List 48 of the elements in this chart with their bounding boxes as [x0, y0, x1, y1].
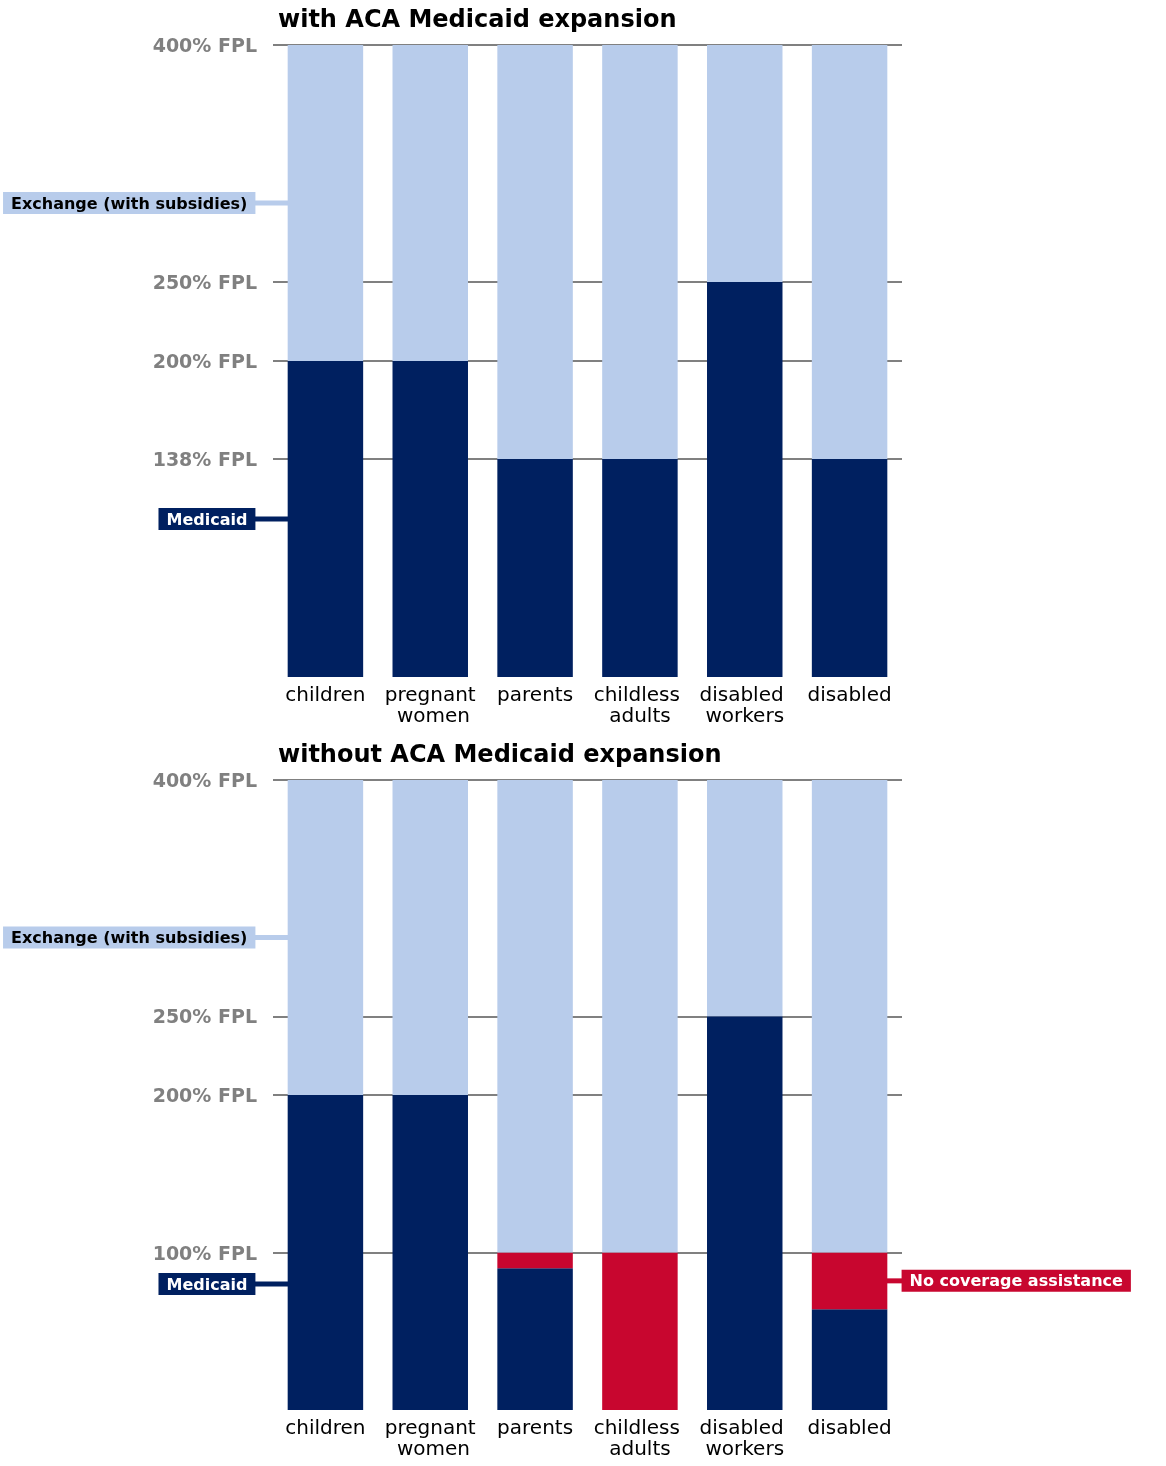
x-tick-label: childless adults: [593, 681, 687, 727]
bar: [811, 780, 888, 1253]
x-tick-label: pregnant women: [384, 1414, 476, 1460]
bar: [811, 45, 888, 459]
legend-label: Exchange (with subsidies): [11, 193, 248, 213]
y-tick-label: 250% FPL: [152, 271, 257, 293]
x-tick-label: pregnant women: [384, 681, 476, 727]
bar: [707, 780, 783, 1017]
bar: [707, 282, 783, 677]
bar: [602, 1252, 678, 1410]
x-tick-label: disabled workers: [699, 1414, 791, 1460]
bar: [602, 45, 678, 459]
y-tick-label: 138% FPL: [152, 447, 257, 470]
y-tick-label: 200% FPL: [152, 1084, 257, 1106]
bar: [497, 780, 573, 1253]
x-tick-label: children: [285, 1414, 366, 1439]
legend-label: Exchange (with subsidies): [11, 928, 248, 947]
y-tick-label: 400% FPL: [152, 34, 257, 56]
bar: [392, 1095, 468, 1410]
bar: [392, 45, 468, 361]
bar: [602, 458, 678, 677]
bar: [497, 458, 573, 677]
bar: [392, 361, 468, 677]
series-label: No coverage assistance: [909, 1271, 1124, 1291]
bar: [602, 780, 678, 1253]
x-tick-label: children: [285, 681, 366, 706]
x-tick-label: parents: [497, 1414, 574, 1439]
bar: [707, 45, 783, 282]
bar: [497, 1268, 573, 1410]
bar: [811, 458, 888, 677]
y-tick-label: 400% FPL: [152, 769, 257, 791]
x-tick-label: disabled workers: [699, 681, 791, 727]
chart-title: with ACA Medicaid expansion: [278, 5, 677, 33]
bar: [811, 1309, 888, 1410]
legend-label: Medicaid: [166, 509, 248, 529]
y-tick-label: 100% FPL: [152, 1241, 257, 1264]
bar: [392, 780, 468, 1095]
x-tick-label: childless adults: [593, 1414, 687, 1460]
bar: [497, 1252, 573, 1269]
legend-label: Medicaid: [166, 1274, 248, 1294]
y-tick-label: 250% FPL: [152, 1005, 257, 1028]
bar: [497, 45, 573, 459]
bar: [707, 1016, 783, 1410]
y-tick-label: 200% FPL: [152, 350, 257, 372]
chart-title: without ACA Medicaid expansion: [278, 740, 722, 768]
x-tick-label: parents: [497, 681, 574, 706]
x-tick-label: disabled: [807, 1414, 892, 1439]
x-tick-label: disabled: [807, 681, 892, 706]
